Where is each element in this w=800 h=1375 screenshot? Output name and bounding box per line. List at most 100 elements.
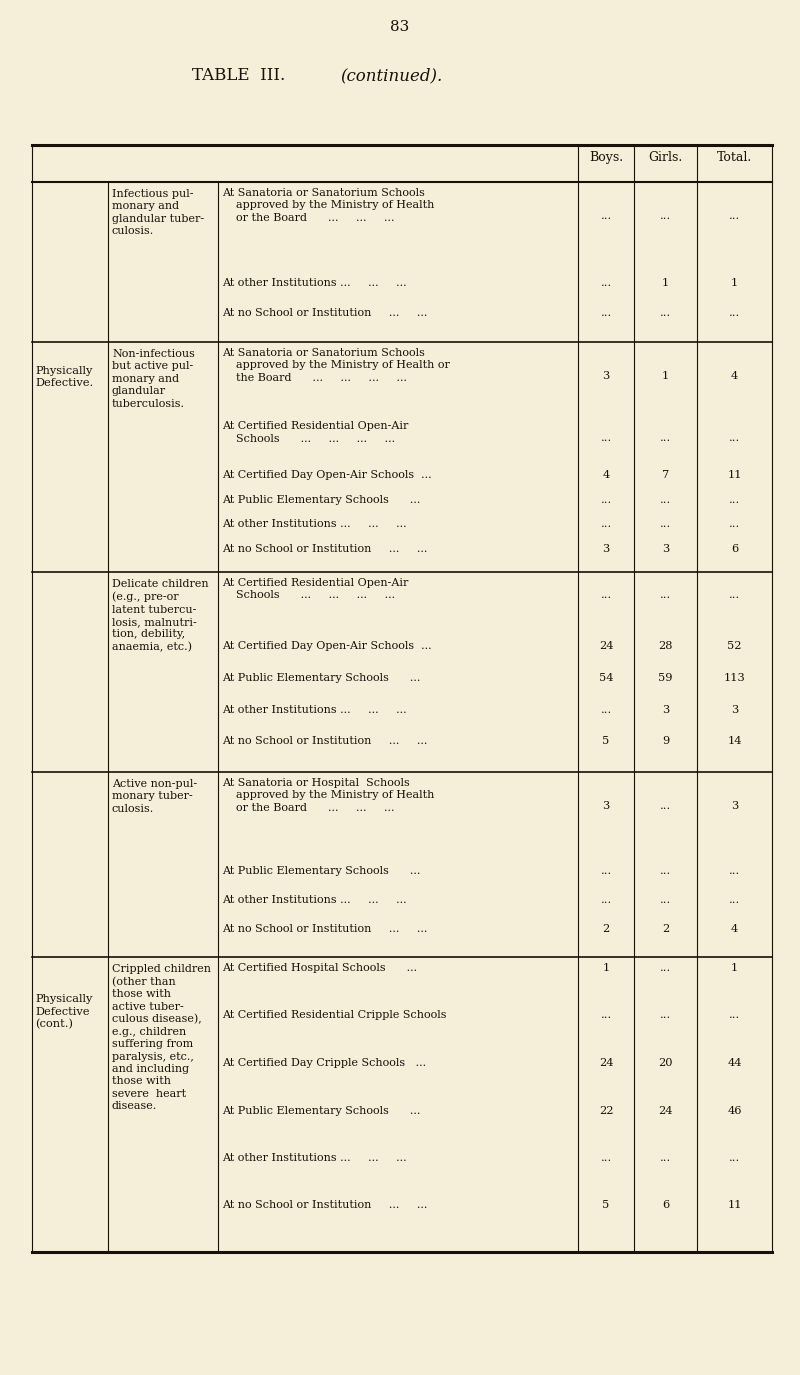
Text: ...: ...: [660, 590, 671, 600]
Text: ...: ...: [600, 865, 612, 876]
Text: ...: ...: [729, 520, 740, 529]
Text: At no School or Institution     ...     ...: At no School or Institution ... ...: [222, 737, 427, 747]
Text: 20: 20: [658, 1057, 673, 1068]
Text: ...: ...: [600, 704, 612, 715]
Text: 7: 7: [662, 470, 669, 480]
Text: 59: 59: [658, 672, 673, 683]
Text: At no School or Institution     ...     ...: At no School or Institution ... ...: [222, 543, 427, 554]
Text: 1: 1: [731, 278, 738, 287]
Text: ...: ...: [660, 895, 671, 905]
Text: 4: 4: [731, 371, 738, 381]
Text: ...: ...: [729, 590, 740, 600]
Text: At other Institutions ...     ...     ...: At other Institutions ... ... ...: [222, 1154, 406, 1163]
Text: Non-infectious
but active pul-
monary and
glandular
tuberculosis.: Non-infectious but active pul- monary an…: [112, 349, 195, 408]
Text: 83: 83: [390, 21, 410, 34]
Text: 9: 9: [662, 737, 669, 747]
Text: 6: 6: [731, 543, 738, 554]
Text: 24: 24: [598, 1057, 614, 1068]
Text: 54: 54: [598, 672, 614, 683]
Text: 44: 44: [727, 1057, 742, 1068]
Text: ...: ...: [660, 495, 671, 505]
Text: At Certified Day Cripple Schools   ...: At Certified Day Cripple Schools ...: [222, 1057, 426, 1068]
Text: 3: 3: [602, 371, 610, 381]
Text: 3: 3: [731, 802, 738, 811]
Text: ...: ...: [729, 1011, 740, 1020]
Text: 24: 24: [598, 641, 614, 652]
Text: 113: 113: [724, 672, 746, 683]
Text: ...: ...: [600, 278, 612, 287]
Text: ...: ...: [660, 802, 671, 811]
Text: At Public Elementary Schools      ...: At Public Elementary Schools ...: [222, 672, 420, 683]
Text: At other Institutions ...     ...     ...: At other Institutions ... ... ...: [222, 520, 406, 529]
Text: At Certified Day Open-Air Schools  ...: At Certified Day Open-Air Schools ...: [222, 470, 432, 480]
Text: At Sanatoria or Sanatorium Schools
    approved by the Ministry of Health or
   : At Sanatoria or Sanatorium Schools appro…: [222, 348, 450, 382]
Text: 3: 3: [602, 802, 610, 811]
Text: 4: 4: [731, 924, 738, 934]
Text: 3: 3: [662, 704, 669, 715]
Text: ...: ...: [660, 865, 671, 876]
Text: 24: 24: [658, 1106, 673, 1115]
Text: At other Institutions ...     ...     ...: At other Institutions ... ... ...: [222, 704, 406, 715]
Text: 4: 4: [602, 470, 610, 480]
Text: ...: ...: [729, 495, 740, 505]
Text: 2: 2: [602, 924, 610, 934]
Text: Total.: Total.: [717, 151, 752, 164]
Text: Active non-pul-
monary tuber-
culosis.: Active non-pul- monary tuber- culosis.: [112, 780, 197, 814]
Text: At Certified Day Open-Air Schools  ...: At Certified Day Open-Air Schools ...: [222, 641, 432, 652]
Text: Girls.: Girls.: [648, 151, 682, 164]
Text: At Public Elementary Schools      ...: At Public Elementary Schools ...: [222, 865, 420, 876]
Text: At Public Elementary Schools      ...: At Public Elementary Schools ...: [222, 1106, 420, 1115]
Text: ...: ...: [729, 433, 740, 443]
Text: ...: ...: [600, 520, 612, 529]
Text: 11: 11: [727, 470, 742, 480]
Text: ...: ...: [729, 308, 740, 318]
Text: 52: 52: [727, 641, 742, 652]
Text: ...: ...: [600, 495, 612, 505]
Text: ...: ...: [729, 210, 740, 221]
Text: ...: ...: [660, 1011, 671, 1020]
Text: At Certified Residential Cripple Schools: At Certified Residential Cripple Schools: [222, 1011, 446, 1020]
Text: Physically
Defective
(cont.): Physically Defective (cont.): [35, 994, 92, 1030]
Text: ...: ...: [660, 520, 671, 529]
Text: 3: 3: [662, 543, 669, 554]
Text: ...: ...: [600, 308, 612, 318]
Text: At no School or Institution     ...     ...: At no School or Institution ... ...: [222, 308, 427, 318]
Text: ...: ...: [660, 308, 671, 318]
Text: 1: 1: [662, 278, 669, 287]
Text: 3: 3: [731, 704, 738, 715]
Text: 1: 1: [602, 962, 610, 973]
Text: Crippled children
(other than
those with
active tuber-
culous disease),
e.g., ch: Crippled children (other than those with…: [112, 964, 211, 1111]
Text: ...: ...: [600, 895, 612, 905]
Text: At Certified Hospital Schools      ...: At Certified Hospital Schools ...: [222, 962, 417, 973]
Text: 1: 1: [731, 962, 738, 973]
Text: (continued).: (continued).: [340, 67, 442, 84]
Text: 3: 3: [602, 543, 610, 554]
Text: At no School or Institution     ...     ...: At no School or Institution ... ...: [222, 924, 427, 934]
Text: At no School or Institution     ...     ...: At no School or Institution ... ...: [222, 1200, 427, 1210]
Text: ...: ...: [660, 210, 671, 221]
Text: 46: 46: [727, 1106, 742, 1115]
Text: ...: ...: [600, 210, 612, 221]
Text: Delicate children
(e.g., pre-or
latent tubercu-
losis, malnutri-
tion, debility,: Delicate children (e.g., pre-or latent t…: [112, 579, 209, 652]
Text: 14: 14: [727, 737, 742, 747]
Text: 28: 28: [658, 641, 673, 652]
Text: At Sanatoria or Hospital  Schools
    approved by the Ministry of Health
    or : At Sanatoria or Hospital Schools approve…: [222, 778, 434, 813]
Text: At other Institutions ...     ...     ...: At other Institutions ... ... ...: [222, 278, 406, 287]
Text: ...: ...: [600, 433, 612, 443]
Text: Boys.: Boys.: [589, 151, 623, 164]
Text: ...: ...: [660, 433, 671, 443]
Text: 6: 6: [662, 1200, 669, 1210]
Text: Infectious pul-
monary and
glandular tuber-
culosis.: Infectious pul- monary and glandular tub…: [112, 188, 204, 236]
Text: At Certified Residential Open-Air
    Schools      ...     ...     ...     ...: At Certified Residential Open-Air School…: [222, 578, 408, 601]
Text: 11: 11: [727, 1200, 742, 1210]
Text: At Sanatoria or Sanatorium Schools
    approved by the Ministry of Health
    or: At Sanatoria or Sanatorium Schools appro…: [222, 188, 434, 223]
Text: ...: ...: [729, 1154, 740, 1163]
Text: At Public Elementary Schools      ...: At Public Elementary Schools ...: [222, 495, 420, 505]
Text: At Certified Residential Open-Air
    Schools      ...     ...     ...     ...: At Certified Residential Open-Air School…: [222, 421, 408, 444]
Text: 5: 5: [602, 1200, 610, 1210]
Text: ...: ...: [729, 865, 740, 876]
Text: 2: 2: [662, 924, 669, 934]
Text: ...: ...: [660, 1154, 671, 1163]
Text: TABLE  III.: TABLE III.: [192, 67, 290, 84]
Text: 22: 22: [598, 1106, 614, 1115]
